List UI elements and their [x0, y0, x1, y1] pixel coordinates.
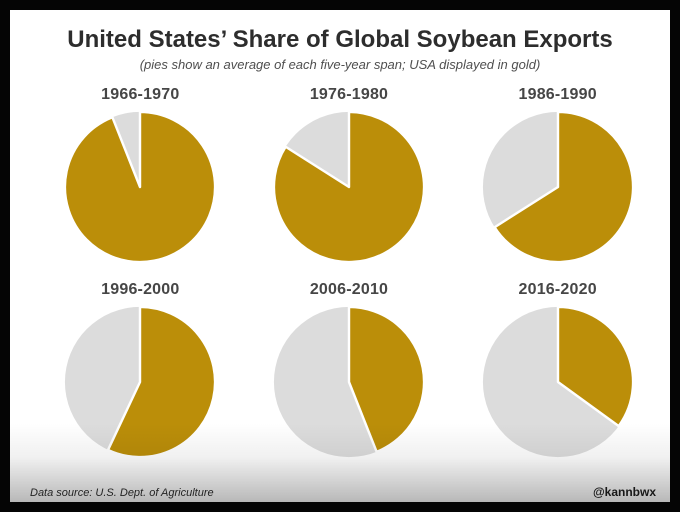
pie-period-label: 1996-2000 [101, 281, 180, 299]
author-credit: @kannbwx [592, 485, 656, 499]
pie-graphic-1986-1990 [482, 111, 634, 264]
pie-chart-1966-1970: 1966-1970 [36, 86, 245, 265]
pie-chart-2016-2020: 2016-2020 [453, 281, 662, 460]
pie-chart-2006-2010: 2006-2010 [245, 281, 454, 460]
pie-period-label: 2016-2020 [518, 281, 597, 299]
pie-period-label: 1976-1980 [309, 86, 389, 104]
pie-graphic-1976-1980 [272, 111, 426, 264]
data-source-note: Data source: U.S. Dept. of Agriculture [30, 487, 214, 499]
pie-graphic-1996-2000 [65, 306, 217, 459]
pie-period-label: 1966-1970 [101, 86, 180, 104]
chart-subtitle: (pies show an average of each five-year … [139, 57, 541, 73]
pie-period-label: 2006-2010 [309, 281, 389, 299]
pie-chart-1986-1990: 1986-1990 [453, 86, 662, 265]
pie-graphic-2006-2010 [273, 306, 426, 458]
chart-title: United States’ Share of Global Soybean E… [67, 26, 613, 53]
chart-content: United States’ Share of Global Soybean E… [10, 10, 670, 502]
pie-grid: 1966-1970 1976-1980 1986-1990 1996-2000 … [10, 72, 670, 460]
pie-period-label: 1986-1990 [518, 86, 597, 104]
chart-footer: Data source: U.S. Dept. of Agriculture @… [10, 485, 670, 499]
pie-graphic-2016-2020 [482, 306, 634, 458]
pie-chart-1996-2000: 1996-2000 [36, 281, 245, 460]
pie-chart-1976-1980: 1976-1980 [245, 86, 454, 265]
pie-graphic-1966-1970 [64, 111, 217, 264]
